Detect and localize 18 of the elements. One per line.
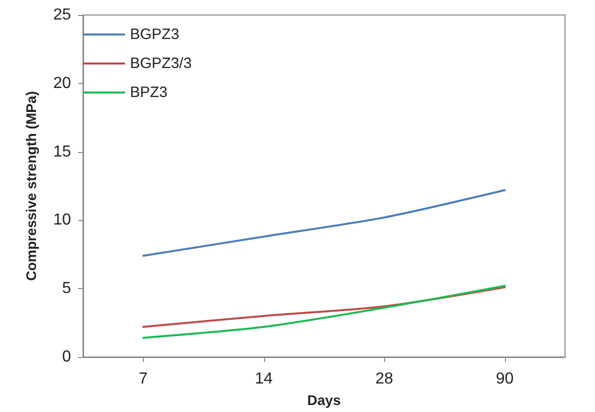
y-tick-label: 0 <box>62 348 72 366</box>
legend-label: BGPZ3 <box>130 26 180 43</box>
y-tick-label: 15 <box>53 143 72 160</box>
line-series <box>142 284 506 339</box>
legend-label: BGPZ3/3 <box>130 55 192 72</box>
y-tick-label: 25 <box>53 6 72 24</box>
y-axis-title: Compressive strength (MPa) <box>23 91 39 281</box>
y-tick-label: 10 <box>53 212 72 229</box>
x-tick-label: 14 <box>254 370 273 388</box>
x-tick-label: 7 <box>138 370 148 388</box>
y-tick-label: 20 <box>53 74 72 92</box>
x-tick-label: 28 <box>375 370 394 388</box>
x-tick-label: 90 <box>496 370 514 388</box>
line-series <box>142 189 506 257</box>
line-series <box>142 286 506 328</box>
x-axis-title: Days <box>307 392 341 408</box>
legend-label: BPZ3 <box>130 84 168 101</box>
y-tick-label: 5 <box>62 280 72 298</box>
